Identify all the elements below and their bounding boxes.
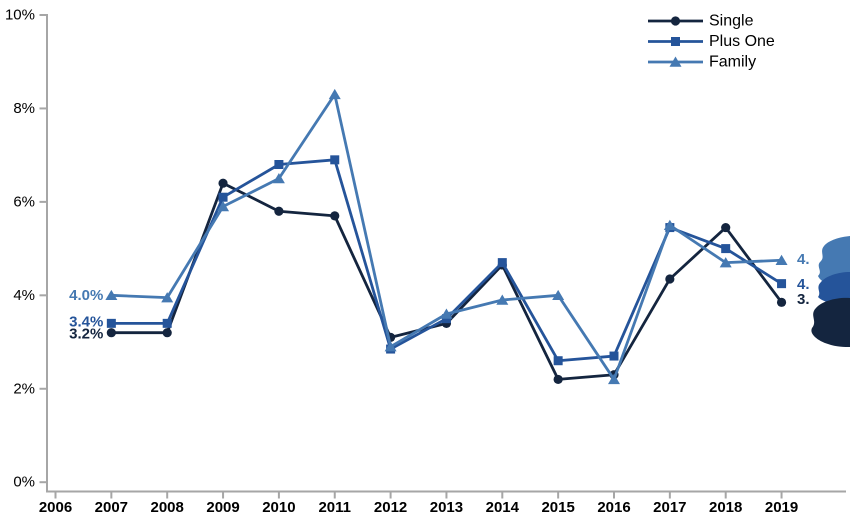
y-tick-label: 2% bbox=[13, 380, 35, 397]
triangle-marker-family bbox=[719, 257, 732, 268]
triangle-marker-family bbox=[496, 294, 509, 305]
x-tick-label: 2019 bbox=[765, 499, 798, 516]
circle-marker-single bbox=[776, 297, 787, 307]
triangle-marker-family bbox=[328, 88, 341, 100]
y-tick-label: 0% bbox=[13, 474, 35, 491]
series-line-plus-one bbox=[109, 158, 783, 363]
series-line-family bbox=[109, 93, 783, 381]
triangle-marker-family bbox=[775, 254, 788, 265]
triangle-marker-family bbox=[552, 289, 565, 301]
legend-circle-marker bbox=[670, 16, 681, 26]
x-tick-label: 2018 bbox=[709, 499, 742, 516]
x-tick-label: 2011 bbox=[318, 499, 351, 516]
square-marker-plus-one bbox=[218, 192, 228, 202]
series-lines bbox=[105, 88, 788, 385]
circle-marker-single bbox=[274, 206, 284, 216]
square-marker-plus-one bbox=[330, 155, 340, 165]
x-tick-label: 2017 bbox=[653, 499, 686, 516]
x-tick-label: 2007 bbox=[95, 499, 128, 516]
circle-marker-single bbox=[218, 178, 228, 188]
x-tick-label: 2010 bbox=[262, 499, 295, 516]
circle-marker-single bbox=[106, 328, 116, 338]
square-marker-plus-one bbox=[609, 351, 619, 361]
square-marker-plus-one bbox=[274, 160, 284, 170]
triangle-marker-family bbox=[161, 292, 174, 303]
x-tick-label: 2008 bbox=[151, 499, 184, 516]
triangle-marker-family bbox=[217, 201, 230, 212]
end-label-plus-one: 4. bbox=[797, 276, 810, 293]
start-label-plus-one: 3.4% bbox=[69, 313, 103, 330]
x-tick-label: 2012 bbox=[374, 499, 407, 516]
edge-blobs bbox=[811, 236, 850, 347]
triangle-marker-family bbox=[384, 341, 397, 352]
square-marker-plus-one bbox=[497, 258, 507, 268]
start-label-single: 3.2% bbox=[69, 326, 103, 343]
square-marker-plus-one bbox=[162, 318, 172, 328]
triangle-marker-family bbox=[663, 219, 676, 230]
end-label-single: 3. bbox=[797, 291, 810, 308]
circle-marker-single bbox=[553, 374, 563, 385]
y-tick-label: 6% bbox=[13, 193, 35, 210]
triangle-marker-family bbox=[608, 373, 620, 385]
x-tick-label: 2006 bbox=[39, 499, 72, 516]
legend-square-marker bbox=[671, 37, 680, 46]
square-marker-plus-one bbox=[553, 356, 563, 366]
y-tick-label: 8% bbox=[13, 100, 35, 117]
legend: Single Plus One Family bbox=[648, 13, 775, 71]
legend-label-plus-one: Plus One bbox=[709, 33, 775, 50]
x-tick-label: 2016 bbox=[597, 499, 630, 516]
circle-marker-single bbox=[162, 328, 172, 338]
square-marker-plus-one bbox=[777, 279, 787, 289]
x-tick-label: 2014 bbox=[486, 499, 520, 516]
end-value-labels: 3.4.4. bbox=[797, 251, 810, 308]
series-line-single bbox=[109, 181, 783, 381]
triangle-marker-family bbox=[105, 289, 118, 301]
edge-blob-1 bbox=[818, 272, 850, 306]
circle-marker-single bbox=[721, 222, 731, 233]
circle-marker-single bbox=[330, 211, 340, 221]
square-marker-plus-one bbox=[106, 318, 116, 328]
legend-label-single: Single bbox=[709, 13, 754, 30]
start-value-labels: 3.2%3.4% 4.0% bbox=[69, 287, 103, 343]
triangle-marker-family bbox=[440, 308, 453, 319]
legend-triangle-marker bbox=[669, 56, 682, 67]
x-tick-label: 2009 bbox=[206, 499, 239, 516]
legend-label-family: Family bbox=[709, 54, 756, 71]
y-tick-label: 4% bbox=[13, 287, 35, 304]
start-label-family: 4.0% bbox=[69, 287, 103, 304]
edge-blob-2 bbox=[811, 297, 850, 347]
x-tick-label: 2013 bbox=[430, 499, 463, 516]
triangle-marker-family bbox=[272, 173, 285, 184]
end-label-family: 4. bbox=[797, 251, 810, 268]
x-tick-label: 2015 bbox=[541, 499, 574, 516]
circle-marker-single bbox=[665, 274, 675, 284]
square-marker-plus-one bbox=[721, 244, 731, 254]
axes: 0% 2% 4% 6% 8% 10% 2006 2007 2008 2009 2010 2011 201… bbox=[5, 7, 846, 516]
y-tick-label: 10% bbox=[5, 7, 35, 24]
